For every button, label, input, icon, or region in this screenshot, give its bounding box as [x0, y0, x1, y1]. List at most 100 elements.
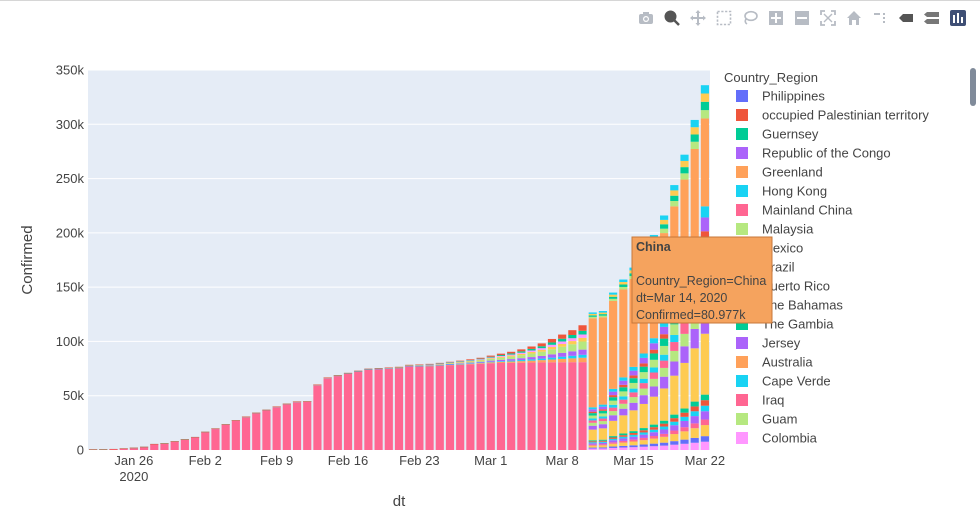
bar-segment[interactable]	[558, 338, 567, 342]
bar-segment[interactable]	[282, 403, 291, 405]
bar-segment[interactable]	[660, 420, 669, 424]
bar-segment[interactable]	[598, 413, 608, 417]
bar-segment[interactable]	[639, 378, 648, 384]
bar-segment[interactable]	[486, 358, 495, 361]
bar-mainland-china[interactable]	[405, 366, 414, 450]
zoom-icon[interactable]	[662, 8, 682, 28]
bar-segment[interactable]	[649, 353, 658, 360]
bar-segment[interactable]	[619, 279, 628, 283]
bar-segment[interactable]	[639, 366, 648, 373]
bar-segment[interactable]	[415, 364, 424, 365]
bar-mainland-china[interactable]	[558, 362, 567, 450]
bar-segment[interactable]	[639, 383, 648, 389]
bar-segment[interactable]	[639, 388, 648, 396]
bar-segment[interactable]	[588, 425, 597, 430]
bar-segment[interactable]	[649, 436, 658, 439]
bar-segment[interactable]	[598, 418, 608, 422]
bar-segment[interactable]	[456, 363, 465, 364]
bar-segment[interactable]	[435, 363, 444, 365]
bar-segment[interactable]	[700, 405, 709, 412]
bar-segment[interactable]	[619, 387, 628, 392]
bar-segment[interactable]	[619, 442, 628, 446]
bar-segment[interactable]	[700, 394, 709, 401]
bar-segment[interactable]	[629, 431, 638, 433]
bar-segment[interactable]	[598, 442, 608, 445]
bar-segment[interactable]	[670, 324, 679, 335]
bar-segment[interactable]	[690, 428, 699, 438]
bar-segment[interactable]	[588, 445, 597, 448]
bar-segment[interactable]	[670, 375, 679, 415]
bar-segment[interactable]	[700, 425, 709, 437]
bar-segment[interactable]	[619, 415, 628, 434]
bar-segment[interactable]	[619, 399, 628, 404]
bar-segment[interactable]	[374, 368, 383, 369]
bar-segment[interactable]	[588, 447, 597, 449]
bar-segment[interactable]	[629, 434, 638, 437]
bar-segment[interactable]	[547, 359, 557, 363]
bar-segment[interactable]	[629, 441, 638, 446]
bar-segment[interactable]	[649, 338, 658, 344]
bar-segment[interactable]	[700, 110, 709, 119]
bar-segment[interactable]	[568, 338, 577, 342]
bar-segment[interactable]	[619, 403, 628, 409]
bar-mainland-china[interactable]	[527, 362, 536, 450]
bar-segment[interactable]	[547, 354, 557, 358]
bar-segment[interactable]	[680, 408, 689, 413]
bar-segment[interactable]	[221, 424, 230, 425]
bar-segment[interactable]	[700, 419, 709, 426]
bar-segment[interactable]	[598, 424, 608, 429]
bar-segment[interactable]	[537, 348, 546, 350]
bar-segment[interactable]	[507, 356, 516, 360]
bar-segment[interactable]	[639, 432, 648, 435]
bar-segment[interactable]	[649, 424, 658, 428]
bar-mainland-china[interactable]	[394, 367, 404, 450]
bar-segment[interactable]	[435, 365, 444, 366]
bar-segment[interactable]	[425, 364, 434, 365]
plotly-logo-icon[interactable]	[948, 8, 968, 28]
bar-segment[interactable]	[405, 364, 414, 366]
bar-mainland-china[interactable]	[119, 448, 128, 450]
bar-china[interactable]	[588, 318, 597, 408]
bar-segment[interactable]	[670, 430, 679, 435]
bar-mainland-china[interactable]	[262, 410, 271, 450]
bar-segment[interactable]	[690, 348, 699, 402]
bar-segment[interactable]	[578, 337, 587, 342]
bar-segment[interactable]	[588, 409, 597, 412]
bar-segment[interactable]	[435, 364, 444, 366]
bar-segment[interactable]	[435, 362, 444, 364]
bar-segment[interactable]	[507, 360, 516, 362]
zoom-in-icon[interactable]	[766, 8, 786, 28]
bar-segment[interactable]	[609, 397, 618, 401]
bar-segment[interactable]	[517, 355, 526, 359]
bar-segment[interactable]	[660, 429, 669, 434]
bar-segment[interactable]	[476, 360, 485, 362]
bar-segment[interactable]	[649, 349, 658, 354]
bar-segment[interactable]	[680, 346, 689, 363]
bar-segment[interactable]	[639, 395, 648, 404]
bar-segment[interactable]	[486, 358, 495, 359]
hover-closest-icon[interactable]	[896, 8, 916, 28]
bar-segment[interactable]	[660, 442, 669, 446]
bar-segment[interactable]	[558, 341, 567, 344]
bar-china[interactable]	[680, 179, 689, 268]
bar-segment[interactable]	[629, 410, 638, 432]
bar-mainland-china[interactable]	[456, 364, 465, 450]
bar-segment[interactable]	[680, 443, 689, 450]
bar-segment[interactable]	[619, 384, 628, 388]
bar-mainland-china[interactable]	[364, 369, 373, 450]
bar-segment[interactable]	[578, 330, 587, 335]
bar-segment[interactable]	[639, 403, 648, 429]
bar-segment[interactable]	[466, 360, 475, 361]
bar-segment[interactable]	[690, 134, 699, 142]
bar-segment[interactable]	[700, 93, 709, 102]
bar-segment[interactable]	[690, 416, 699, 424]
bar-segment[interactable]	[680, 362, 689, 409]
bar-segment[interactable]	[89, 449, 98, 450]
bar-mainland-china[interactable]	[201, 431, 210, 450]
bar-mainland-china[interactable]	[547, 362, 557, 450]
bar-segment[interactable]	[598, 311, 608, 313]
bar-segment[interactable]	[660, 334, 669, 339]
bar-segment[interactable]	[588, 312, 597, 314]
bar-segment[interactable]	[598, 444, 608, 446]
bar-mainland-china[interactable]	[272, 406, 281, 450]
